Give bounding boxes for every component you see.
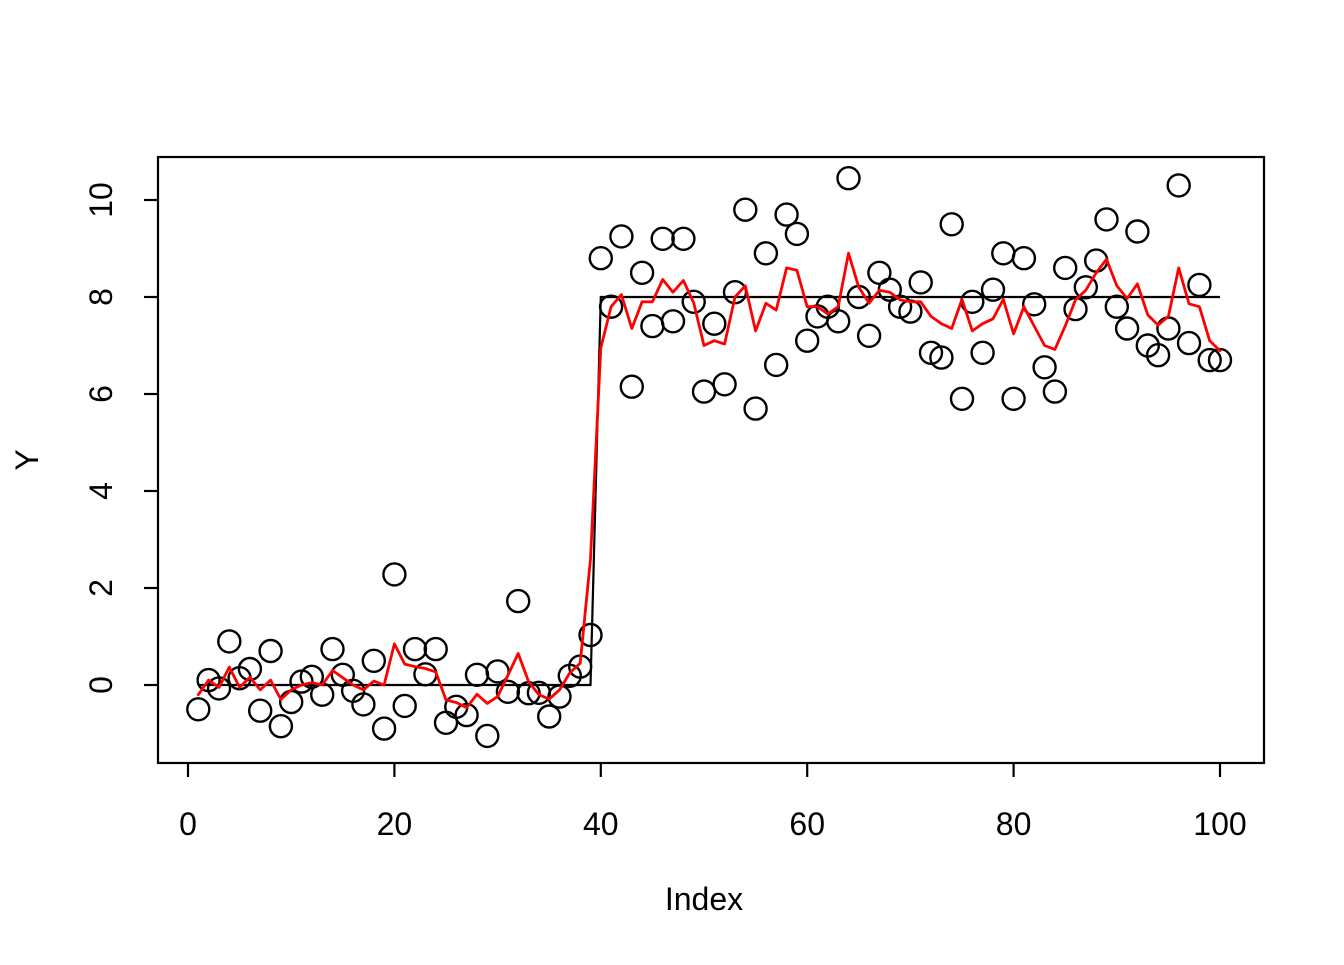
data-point <box>743 396 768 421</box>
x-axis-tick-label: 60 <box>789 806 825 842</box>
data-point <box>774 202 799 227</box>
data-point <box>784 221 810 247</box>
data-point <box>371 716 397 741</box>
filtered-estimate-line <box>196 251 1222 710</box>
data-point <box>268 714 294 739</box>
data-point <box>629 260 655 285</box>
data-point <box>433 710 459 735</box>
true-mean-step-line <box>198 295 1220 687</box>
data-point <box>1073 275 1099 300</box>
y-axis-tick-label: 6 <box>83 385 119 403</box>
data-point <box>1001 386 1026 411</box>
data-point <box>650 226 675 252</box>
lines-layer <box>196 251 1222 710</box>
y-axis-tick-label: 0 <box>83 676 119 694</box>
data-point <box>1052 255 1078 281</box>
data-point <box>279 689 304 715</box>
y-axis-tick-label: 4 <box>83 482 119 500</box>
x-axis-tick-label: 20 <box>377 806 413 842</box>
data-point <box>506 588 531 614</box>
data-point <box>640 313 665 339</box>
y-axis-tick-label: 10 <box>83 182 119 218</box>
x-axis-tick-label: 40 <box>583 806 619 842</box>
data-point <box>970 340 995 365</box>
data-point <box>186 697 211 722</box>
data-point <box>660 309 686 334</box>
data-point <box>733 197 758 222</box>
data-point <box>206 676 232 701</box>
data-point <box>423 636 448 662</box>
data-point <box>1176 330 1202 356</box>
data-point <box>795 328 820 353</box>
data-point <box>588 246 613 271</box>
data-point <box>867 260 892 285</box>
data-point <box>702 311 727 336</box>
data-point <box>382 562 407 587</box>
data-point <box>1011 246 1037 271</box>
data-point <box>320 636 345 662</box>
data-point <box>299 664 324 689</box>
data-point <box>691 379 717 404</box>
data-point <box>1187 272 1212 298</box>
data-point <box>351 692 376 717</box>
scatter-points-layer <box>186 165 1233 749</box>
data-point <box>753 241 779 266</box>
y-axis-title: Y <box>9 449 45 470</box>
data-point <box>361 648 386 673</box>
data-point <box>475 723 500 749</box>
data-point <box>1032 355 1057 380</box>
x-axis-tick-label: 0 <box>179 806 197 842</box>
data-point <box>1104 294 1130 319</box>
data-point <box>1145 343 1171 368</box>
x-axis-tick-label: 100 <box>1193 806 1246 842</box>
data-point <box>464 662 490 687</box>
data-point <box>1094 207 1119 232</box>
data-point <box>248 698 273 723</box>
data-point <box>1114 316 1140 341</box>
y-axis-tick-label: 2 <box>83 579 119 597</box>
data-point <box>1166 173 1191 198</box>
data-point <box>836 165 861 191</box>
x-axis-title: Index <box>665 881 743 917</box>
data-point <box>217 629 242 654</box>
axes-layer: 0 20 40 60 80 100 0 2 4 6 8 10 <box>83 155 1266 842</box>
data-point <box>495 679 521 704</box>
data-point <box>991 241 1016 266</box>
data-point <box>939 212 964 237</box>
data-point <box>537 704 562 729</box>
data-point <box>1197 347 1222 373</box>
data-point <box>454 702 479 728</box>
y-axis-tick-label: 8 <box>83 288 119 306</box>
data-point <box>1042 379 1068 404</box>
data-point <box>1021 292 1047 317</box>
data-point <box>856 323 882 348</box>
data-point <box>949 386 975 411</box>
data-point <box>310 682 335 707</box>
data-point <box>1125 219 1150 244</box>
data-point <box>619 374 644 399</box>
data-point <box>908 270 933 295</box>
data-point <box>980 277 1006 302</box>
data-point <box>712 372 737 397</box>
data-point <box>826 309 851 334</box>
data-point <box>1156 316 1181 341</box>
data-point <box>681 289 706 314</box>
x-axis-tick-label: 80 <box>996 806 1032 842</box>
data-point <box>237 656 263 682</box>
data-point <box>671 226 696 252</box>
data-point <box>392 693 417 719</box>
data-point <box>609 224 634 249</box>
data-point <box>929 345 954 370</box>
data-point <box>402 636 428 662</box>
data-point <box>258 638 283 664</box>
data-point <box>764 352 789 378</box>
plot-border-box <box>156 155 1266 765</box>
